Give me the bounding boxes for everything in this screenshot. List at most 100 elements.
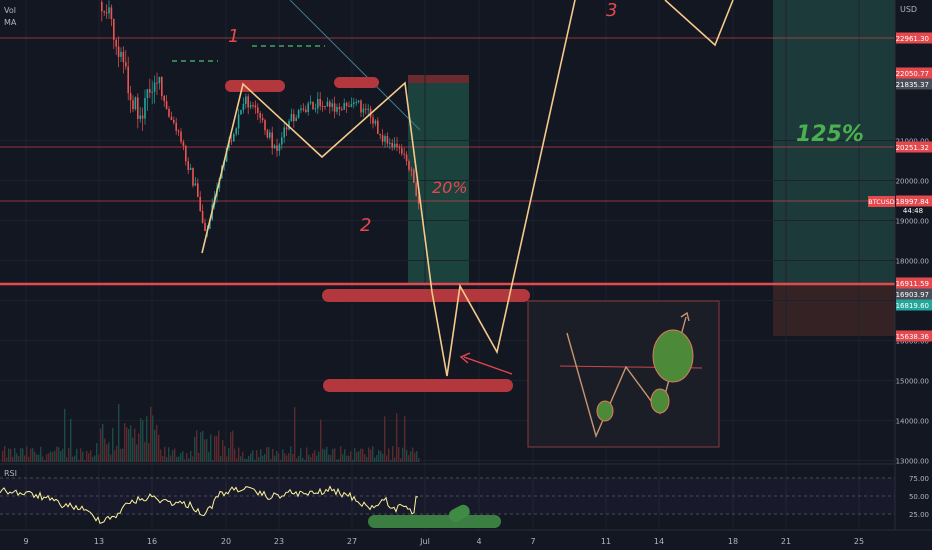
candle-body xyxy=(293,114,295,122)
candle-body xyxy=(393,143,396,148)
short-stop-zone xyxy=(408,75,469,83)
price-tag-label: 21835.37 xyxy=(896,81,929,89)
candle-body xyxy=(134,97,137,109)
volume-bar xyxy=(114,450,116,462)
volume-bar xyxy=(356,452,358,462)
x-tick-label: 23 xyxy=(274,537,284,546)
volume-bar xyxy=(60,451,62,462)
volume-bar xyxy=(412,447,414,462)
volume-bar xyxy=(64,408,66,462)
volume-bar xyxy=(268,446,270,462)
volume-bar xyxy=(346,455,348,462)
volume-bar xyxy=(2,450,4,462)
candle-body xyxy=(146,89,149,99)
volume-bar xyxy=(308,454,310,462)
volume-bar xyxy=(364,454,366,462)
volume-bar xyxy=(416,451,418,462)
candle-body xyxy=(187,161,189,170)
candle-body xyxy=(233,134,235,142)
candle-body xyxy=(105,12,108,14)
candle-body xyxy=(182,141,185,146)
volume-bar xyxy=(34,451,36,462)
volume-bar xyxy=(220,455,222,462)
volume-bar xyxy=(278,453,280,462)
long-gain-label: 125% xyxy=(796,122,864,147)
volume-bar xyxy=(288,453,290,462)
candle-body xyxy=(127,66,129,94)
volume-bar xyxy=(206,438,208,462)
volume-bar xyxy=(76,448,78,462)
volume-bar xyxy=(386,455,388,462)
candle-body xyxy=(261,117,264,121)
candle-body xyxy=(120,51,122,57)
volume-bar xyxy=(140,418,142,462)
inset-arrow-head xyxy=(680,311,690,322)
candle-body xyxy=(297,110,300,118)
candle-body xyxy=(168,108,170,117)
volume-bar xyxy=(144,441,146,462)
volume-bar xyxy=(260,449,262,462)
candle-body xyxy=(281,137,283,145)
candle-body xyxy=(333,103,336,112)
volume-bar xyxy=(40,446,42,462)
candle-body xyxy=(173,119,175,123)
candle-body xyxy=(158,76,161,84)
volume-bar xyxy=(106,444,108,462)
volume-bar xyxy=(362,448,364,462)
volume-bar xyxy=(374,457,376,462)
volume-bar xyxy=(302,458,304,462)
candle-body xyxy=(156,82,158,84)
volume-bar xyxy=(58,447,60,462)
candle-body xyxy=(269,132,271,138)
candle-body xyxy=(151,91,153,93)
volume-bar xyxy=(170,455,172,462)
volume-bar xyxy=(138,433,140,462)
volume-bar xyxy=(88,453,90,462)
price-tag xyxy=(896,277,932,289)
rsi-label: RSI xyxy=(4,469,17,478)
volume-bar xyxy=(178,456,180,462)
candle-body xyxy=(273,145,276,149)
y-tick-label: 20000.00 xyxy=(896,178,929,186)
candle-body xyxy=(192,167,194,186)
volume-bar xyxy=(192,456,194,462)
candle-body xyxy=(305,109,307,112)
volume-bar xyxy=(98,454,100,462)
volume-bar xyxy=(282,449,284,462)
candle-body xyxy=(177,130,180,132)
volume-bar xyxy=(252,450,254,462)
volume-bar xyxy=(246,458,248,462)
volume-bar xyxy=(20,447,22,462)
volume-bar xyxy=(394,457,396,462)
volume-bar xyxy=(230,432,232,462)
candle-body xyxy=(300,108,302,111)
candle-body xyxy=(365,108,367,110)
price-tag-label: 22961.30 xyxy=(896,35,929,43)
candle-body xyxy=(302,108,305,110)
price-tag xyxy=(896,330,932,342)
candle-body xyxy=(122,51,125,63)
volume-bar xyxy=(110,454,112,462)
volume-bar xyxy=(284,453,286,462)
volume-bar xyxy=(392,446,394,462)
volume-bar xyxy=(180,453,182,462)
candle-body xyxy=(204,222,206,232)
volume-bar xyxy=(22,448,24,462)
candle-body xyxy=(242,103,245,111)
candle-body xyxy=(367,108,369,110)
volume-bar xyxy=(340,446,342,462)
marker-support-upper xyxy=(322,289,530,302)
x-tick-label: 27 xyxy=(347,537,357,546)
volume-bar xyxy=(228,447,230,462)
candle-body xyxy=(101,2,103,12)
volume-bar xyxy=(410,451,412,462)
volume-bar xyxy=(130,425,132,462)
y-tick-label: 15000.00 xyxy=(896,378,929,386)
volume-bar xyxy=(314,450,316,462)
volume-bar xyxy=(182,451,184,462)
volume-bar xyxy=(290,446,292,462)
volume-bar xyxy=(384,416,386,462)
red-arrow-head xyxy=(459,352,471,364)
candle-body xyxy=(384,136,386,142)
